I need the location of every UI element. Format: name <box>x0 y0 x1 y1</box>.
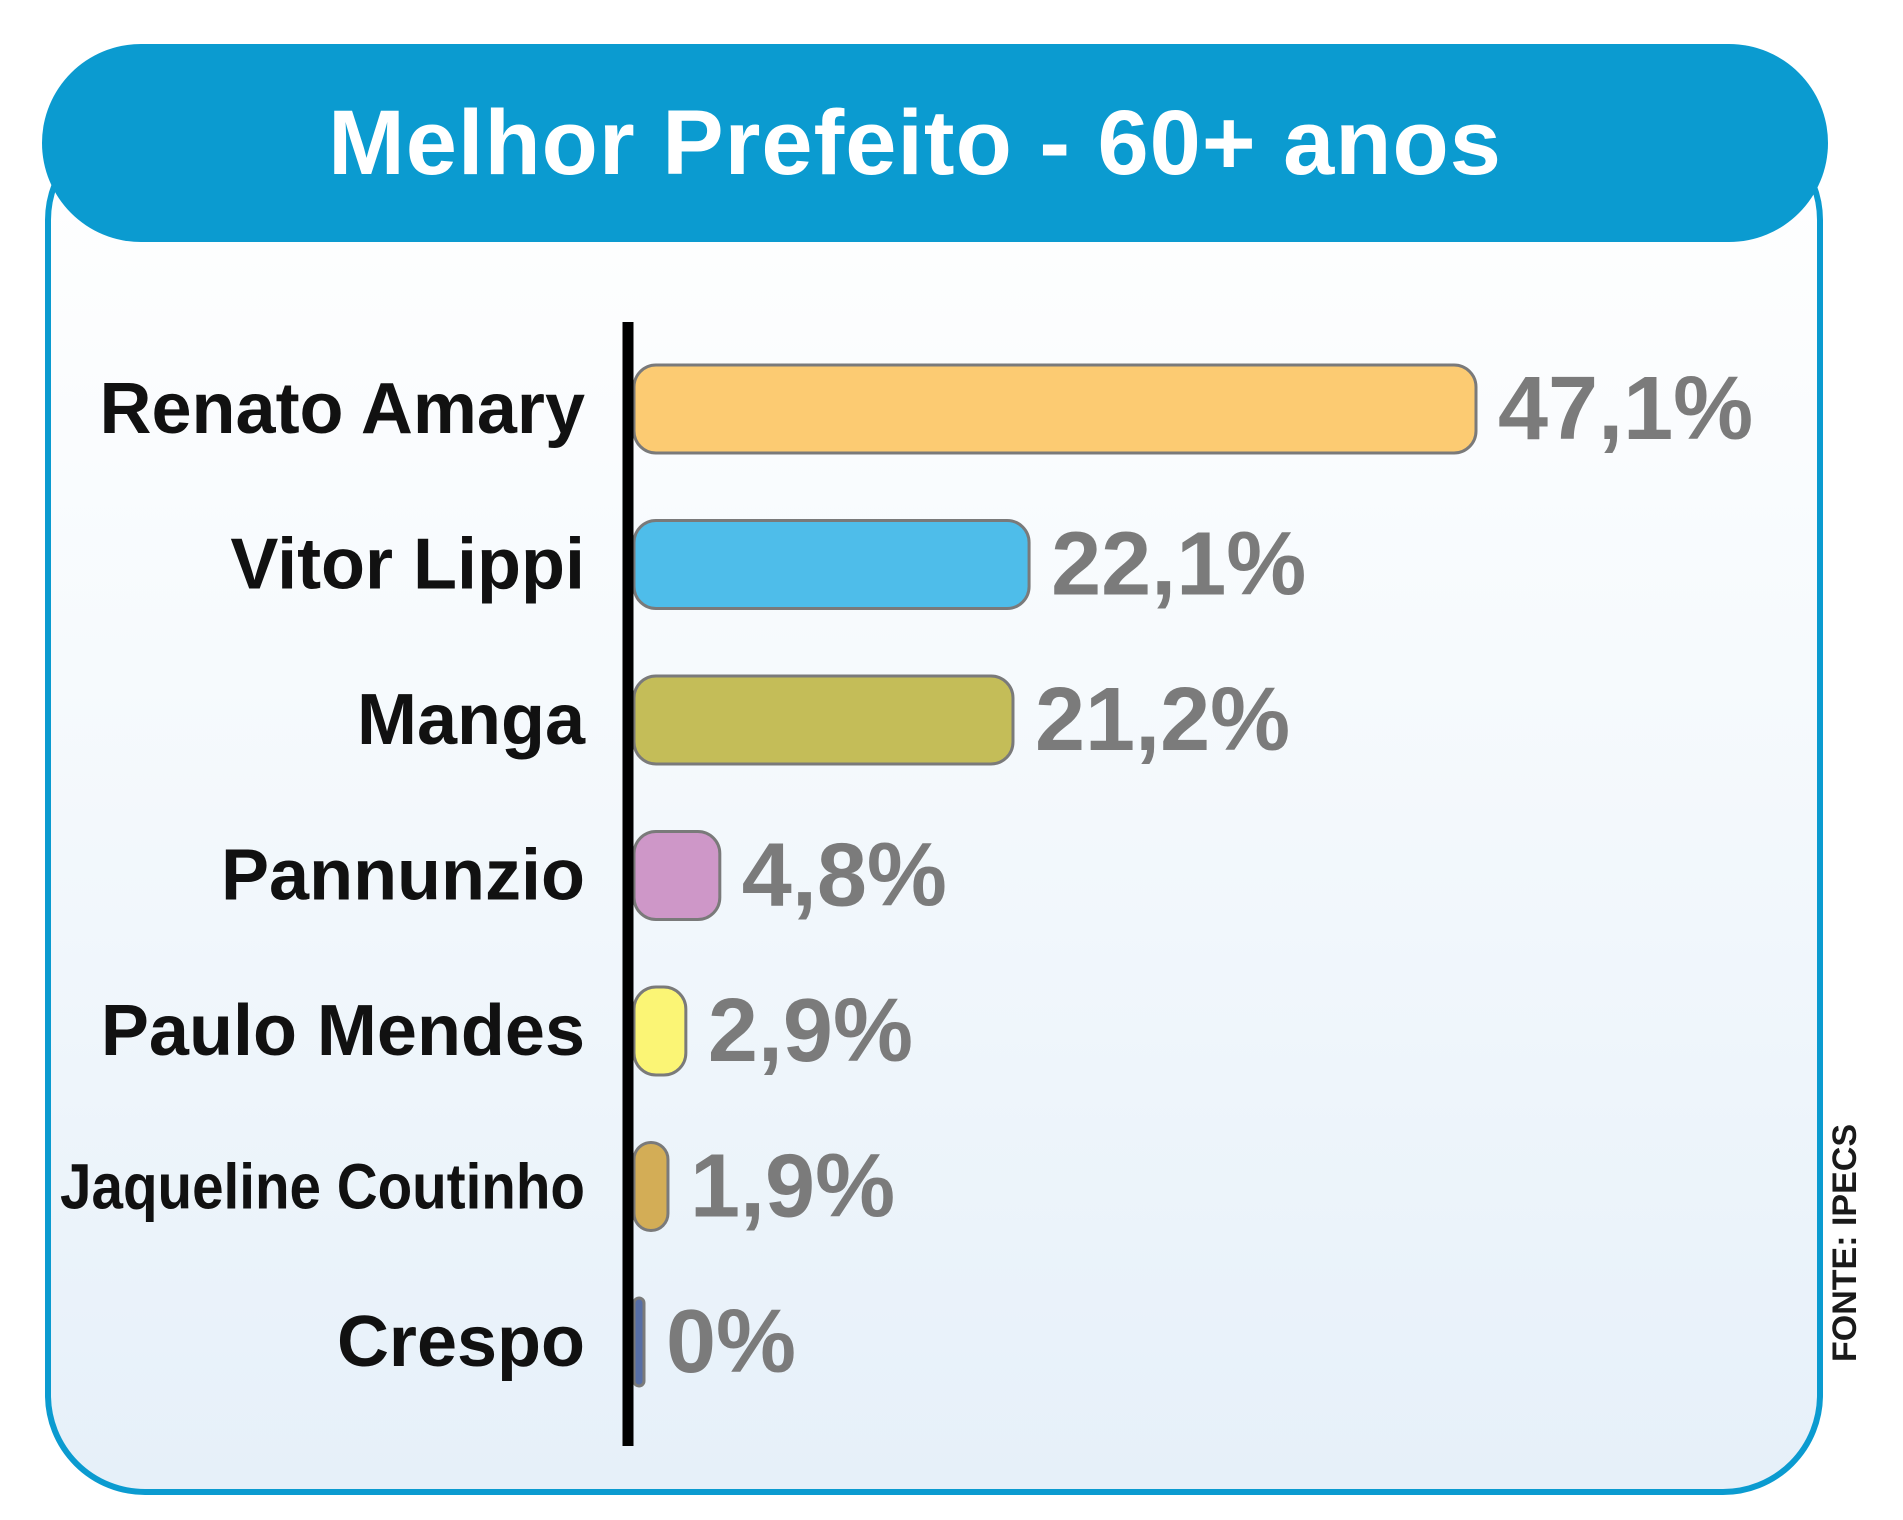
bar-renato-amary <box>632 363 1478 455</box>
bar-pannunzio <box>632 830 722 921</box>
bar-crespo <box>632 1296 646 1388</box>
bar-manga <box>632 674 1015 766</box>
bar-vitor-lippi <box>632 519 1031 610</box>
category-label-vitor-lippi: Vitor Lippi <box>230 525 585 605</box>
value-label-crespo: 0% <box>666 1292 796 1392</box>
value-label-renato-amary: 47,1% <box>1498 359 1753 459</box>
value-label-manga: 21,2% <box>1035 670 1290 770</box>
value-label-paulo-mendes: 2,9% <box>708 981 913 1081</box>
value-label-jaqueline-coutinho: 1,9% <box>690 1137 895 1237</box>
category-label-crespo: Crespo <box>337 1302 585 1382</box>
category-label-pannunzio: Pannunzio <box>221 836 585 916</box>
chart-title: Melhor Prefeito - 60+ anos <box>328 91 1502 194</box>
category-label-manga: Manga <box>357 680 586 760</box>
bars-group: Renato Amary 47,1% Vitor Lippi 22,1% Manga 21… <box>60 359 1753 1392</box>
title-banner: Melhor Prefeito - 60+ anos <box>42 44 1828 242</box>
category-label-renato-amary: Renato Amary <box>100 369 585 449</box>
value-label-pannunzio: 4,8% <box>742 826 947 926</box>
bar-paulo-mendes <box>632 985 688 1077</box>
source-credit: FONTE: IPECS <box>1826 1123 1864 1362</box>
bar-jaqueline-coutinho <box>632 1141 670 1232</box>
value-label-vitor-lippi: 22,1% <box>1051 515 1306 615</box>
category-label-jaqueline-coutinho: Jaqueline Coutinho <box>60 1151 585 1223</box>
category-label-paulo-mendes: Paulo Mendes <box>101 991 585 1071</box>
chart-card <box>45 120 1823 1495</box>
